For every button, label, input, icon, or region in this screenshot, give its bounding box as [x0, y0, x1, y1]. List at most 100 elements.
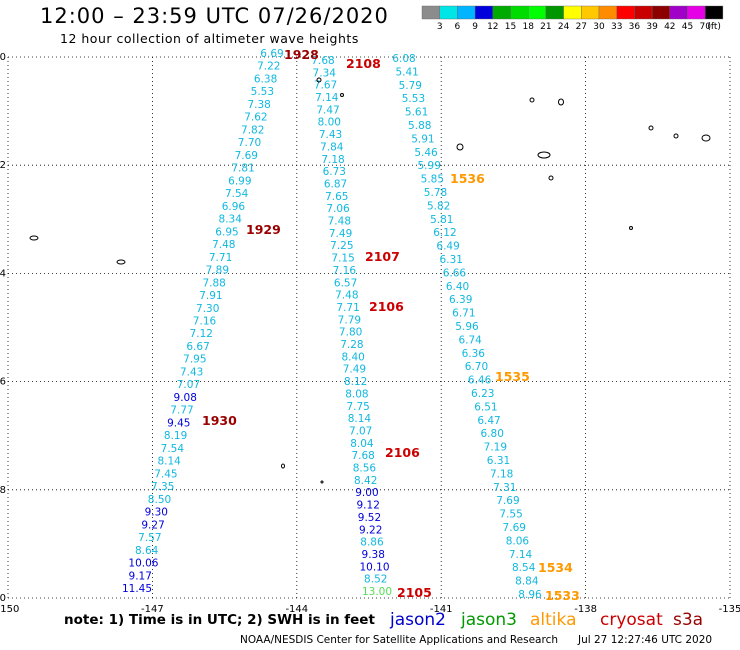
pass-time-label: 1929	[246, 222, 281, 237]
color-scale-swatch	[457, 5, 476, 20]
pass-time-label: 2106	[385, 445, 420, 460]
swh-value: 8.96	[518, 589, 542, 601]
swh-value: 7.69	[503, 522, 526, 534]
swh-value: 7.71	[336, 302, 359, 314]
color-scale-label: 24	[558, 22, 570, 32]
lon-tick-label: -135	[719, 604, 740, 615]
lat-tick-label: -22	[0, 160, 6, 171]
swh-value: 7.43	[180, 366, 203, 378]
lat-tick-label: -28	[0, 485, 6, 496]
swh-value: 7.35	[151, 481, 174, 493]
swh-value: 9.27	[141, 519, 164, 531]
swh-value: 9.52	[358, 512, 381, 524]
color-scale-swatch	[492, 5, 511, 20]
pass-time-label: 1930	[202, 413, 237, 428]
color-scale-label: 45	[682, 22, 693, 32]
island-outline	[29, 235, 39, 241]
swh-value: 7.14	[509, 549, 533, 561]
color-scale-swatch	[563, 5, 582, 20]
swh-value: 7.95	[183, 354, 206, 366]
swh-value: 6.66	[443, 267, 467, 279]
pass-time-label: 1536	[450, 171, 485, 186]
swh-value: 7.31	[493, 482, 516, 494]
swh-value: 5.79	[399, 80, 422, 92]
swh-value: 7.30	[196, 303, 219, 315]
swh-value: 7.69	[496, 495, 519, 507]
color-scale-label: 39	[646, 22, 658, 32]
swh-value: 8.64	[135, 545, 159, 557]
island-outline	[340, 93, 344, 97]
swh-value: 7.75	[346, 401, 369, 413]
swh-value: 7.48	[328, 216, 351, 228]
color-scale-swatch	[616, 5, 635, 20]
swh-value: 5.88	[408, 120, 431, 132]
swh-value: 7.70	[238, 137, 261, 149]
swh-value: 5.91	[411, 133, 434, 145]
swh-value: 7.14	[315, 92, 339, 104]
swh-value: 7.82	[241, 124, 264, 136]
swh-value: 7.06	[326, 203, 350, 215]
swh-value: 5.61	[405, 107, 428, 119]
color-scale-label: 15	[505, 22, 516, 32]
color-scale-label: 42	[664, 22, 675, 32]
swh-value: 7.43	[319, 129, 342, 141]
legend-altika: altika	[530, 610, 577, 630]
island-outline	[537, 151, 551, 159]
swh-value: 6.23	[471, 388, 494, 400]
color-scale-label: 30	[593, 22, 605, 32]
color-scale-swatch	[581, 5, 600, 20]
swh-value: 13.00	[362, 586, 392, 598]
swh-value: 5.41	[395, 66, 418, 78]
generated-timestamp: Jul 27 12:27:46 UTC 2020	[578, 634, 713, 646]
credit-line: NOAA/NESDIS Center for Satellite Applica…	[240, 634, 558, 646]
swh-value: 7.16	[193, 316, 217, 328]
island-outline	[316, 77, 322, 83]
swh-value: 6.99	[228, 175, 251, 187]
swh-value: 6.39	[449, 294, 472, 306]
lat-tick-label: -26	[0, 377, 6, 388]
swh-value: 7.45	[154, 468, 177, 480]
island-outline	[320, 480, 324, 484]
island-outline	[281, 463, 285, 469]
swh-value: 5.53	[402, 93, 425, 105]
swh-value: 6.08	[392, 53, 415, 65]
swh-value: 9.08	[174, 392, 197, 404]
swh-value: 7.38	[247, 99, 270, 111]
legend-cryosat: cryosat	[600, 610, 663, 630]
swh-value: 7.07	[349, 425, 372, 437]
color-scale-swatch	[528, 5, 547, 20]
swh-value: 8.19	[164, 430, 187, 442]
swh-value: 6.31	[440, 254, 463, 266]
swh-value: 7.68	[351, 450, 374, 462]
island-outline	[648, 125, 654, 131]
swh-value: 7.19	[484, 442, 507, 454]
swh-value: 6.57	[334, 277, 357, 289]
swh-value: 6.31	[487, 455, 510, 467]
swh-value: 7.88	[202, 277, 225, 289]
swh-value: 6.46	[468, 375, 492, 387]
swh-value: 8.06	[506, 535, 530, 547]
swh-value: 5.96	[455, 321, 479, 333]
swh-value: 7.77	[170, 405, 193, 417]
swh-value: 6.12	[433, 227, 456, 239]
swh-value: 6.71	[452, 308, 475, 320]
swh-value: 9.17	[129, 570, 152, 582]
color-scale-swatch	[669, 5, 688, 20]
color-scale-label: 12	[487, 22, 498, 32]
swh-value: 7.25	[330, 240, 353, 252]
swh-value: 7.57	[138, 532, 161, 544]
swh-value: 9.12	[357, 500, 380, 512]
color-scale-label: 21	[540, 22, 551, 32]
color-scale-label: 27	[576, 22, 587, 32]
island-outline	[701, 134, 711, 142]
swh-value: 7.18	[321, 154, 344, 166]
color-scale-swatch	[634, 5, 653, 20]
swh-value: 5.82	[427, 200, 450, 212]
swh-value: 6.95	[215, 226, 238, 238]
pass-time-label: 1928	[284, 47, 319, 62]
swh-value: 9.38	[362, 549, 385, 561]
swh-value: 7.54	[225, 188, 249, 200]
swh-value: 6.67	[186, 341, 209, 353]
